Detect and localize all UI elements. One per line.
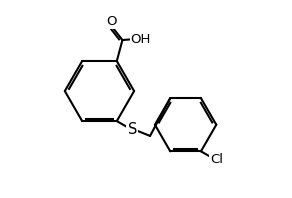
Text: O: O <box>106 15 117 28</box>
Text: S: S <box>128 123 137 137</box>
Text: OH: OH <box>131 32 151 46</box>
Text: Cl: Cl <box>210 153 223 166</box>
